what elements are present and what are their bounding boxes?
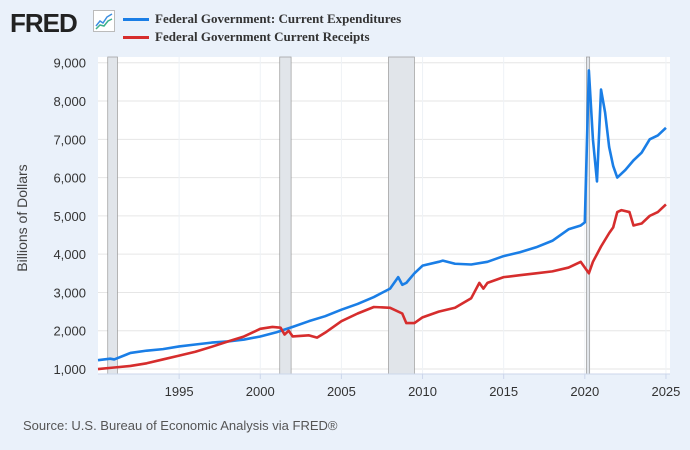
legend-swatch (123, 35, 149, 39)
x-tick-label: 2015 (489, 384, 518, 399)
recession-band (388, 56, 415, 375)
source-note: Source: U.S. Bureau of Economic Analysis… (23, 418, 338, 433)
y-tick-label: 5,000 (53, 209, 86, 224)
y-tick-label: 3,000 (53, 285, 86, 300)
x-tick-label: 2000 (246, 384, 275, 399)
legend-item-expenditures: Federal Government: Current Expenditures (123, 10, 401, 28)
legend: Federal Government: Current Expenditures… (123, 10, 401, 46)
legend-label: Federal Government Current Receipts (155, 29, 370, 44)
y-tick-label: 1,000 (53, 362, 86, 377)
recession-band (279, 56, 292, 375)
x-tick-label: 2020 (570, 384, 599, 399)
legend-swatch (123, 17, 149, 21)
y-tick-label: 7,000 (53, 132, 86, 147)
x-tick-label: 2005 (327, 384, 356, 399)
series-line-receipts (97, 203, 667, 371)
legend-item-receipts: Federal Government Current Receipts (123, 28, 401, 46)
y-tick-label: 8,000 (53, 94, 86, 109)
legend-label: Federal Government: Current Expenditures (155, 11, 402, 26)
recession-band (107, 56, 118, 375)
x-tick-label: 1995 (165, 384, 194, 399)
fred-logo[interactable]: FRED (10, 8, 78, 38)
y-tick-label: 6,000 (53, 171, 86, 186)
y-tick-label: 4,000 (53, 247, 86, 262)
y-tick-label: 9,000 (53, 56, 86, 71)
y-axis-label: Billions of Dollars (14, 164, 30, 271)
y-tick-label: 2,000 (53, 324, 86, 339)
graph-icon (93, 10, 115, 32)
x-tick-label: 2010 (408, 384, 437, 399)
x-tick-label: 2025 (651, 384, 680, 399)
